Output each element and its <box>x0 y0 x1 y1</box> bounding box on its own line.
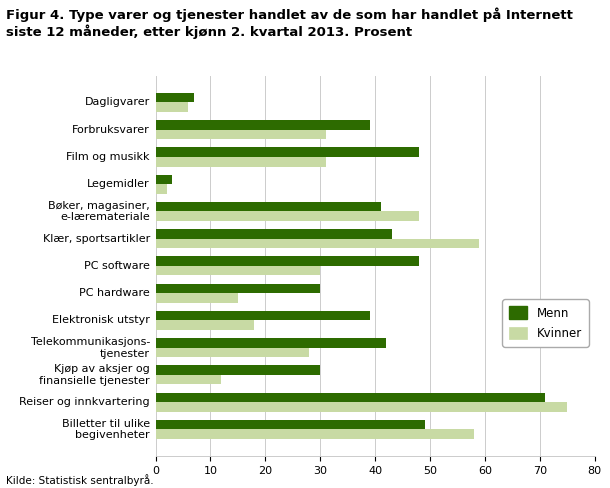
Bar <box>156 402 567 412</box>
Bar <box>156 284 320 293</box>
Bar <box>156 184 167 194</box>
Bar <box>156 311 370 321</box>
Bar <box>156 120 370 130</box>
Bar <box>156 130 326 139</box>
Bar <box>156 348 309 357</box>
Bar <box>156 102 188 112</box>
Bar <box>156 211 419 221</box>
Bar <box>156 93 194 102</box>
Bar <box>156 393 545 402</box>
Bar <box>156 256 419 266</box>
Bar <box>156 266 320 276</box>
Bar <box>156 420 425 429</box>
Bar <box>156 321 254 330</box>
Legend: Menn, Kvinner: Menn, Kvinner <box>502 300 589 346</box>
Bar <box>156 375 221 385</box>
Bar <box>156 175 172 184</box>
Bar <box>156 366 320 375</box>
Bar <box>156 338 386 348</box>
Bar <box>156 239 479 248</box>
Bar <box>156 147 419 157</box>
Bar <box>156 229 392 239</box>
Bar <box>156 157 326 166</box>
Bar <box>156 202 381 211</box>
Bar <box>156 429 474 439</box>
Text: Figur 4. Type varer og tjenester handlet av de som har handlet på Internett
sist: Figur 4. Type varer og tjenester handlet… <box>6 7 573 39</box>
Text: Kilde: Statistisk sentralbyrå.: Kilde: Statistisk sentralbyrå. <box>6 474 154 486</box>
Bar <box>156 293 238 303</box>
